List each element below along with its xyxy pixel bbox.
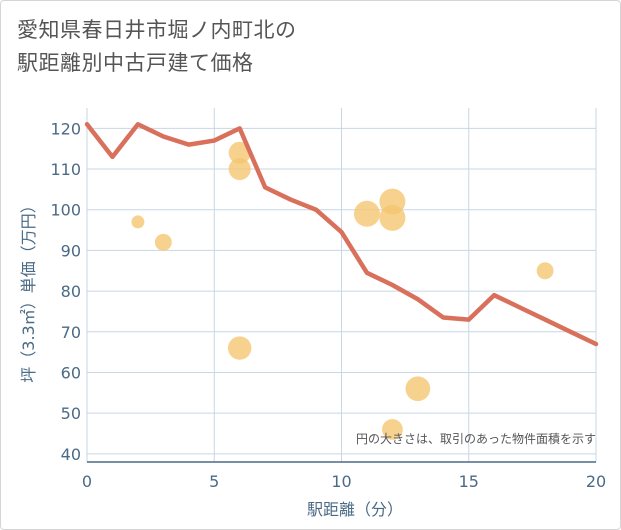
- transaction-bubble: [405, 376, 431, 402]
- transaction-bubble: [379, 204, 406, 231]
- chart-title: 愛知県春日井市堀ノ内町北の 駅距離別中古戸建て価格: [17, 14, 297, 80]
- y-tick-labels: 40 50 60 70 80 90 100 110 120: [50, 119, 81, 464]
- transaction-bubble: [382, 419, 403, 440]
- chart-title-line-1: 愛知県春日井市堀ノ内町北の: [17, 18, 297, 42]
- y-tick-label: 120: [50, 119, 81, 138]
- average-price-line: [84, 122, 599, 347]
- y-tick-label: 60: [61, 363, 81, 382]
- x-tick-labels: 0 5 10 15 20: [82, 472, 606, 491]
- y-tick-label: 80: [61, 282, 81, 301]
- chart-title-line-2: 駅距離別中古戸建て価格: [17, 51, 254, 75]
- average-price-series: [84, 122, 599, 347]
- y-tick-label: 70: [61, 323, 81, 342]
- x-tick-label: 10: [331, 472, 351, 491]
- transaction-bubble: [536, 262, 554, 280]
- transaction-bubble: [353, 200, 380, 227]
- y-axis-label: 坪（3.3㎡）単価（万円）: [19, 197, 38, 382]
- transaction-bubble: [154, 233, 172, 251]
- grid-lines: [86, 108, 597, 462]
- x-tick-label: 20: [586, 472, 606, 491]
- y-tick-label: 110: [50, 160, 81, 179]
- transaction-bubble: [228, 336, 252, 360]
- x-tick-label: 15: [459, 472, 479, 491]
- y-tick-label: 50: [61, 404, 81, 423]
- transaction-bubble: [228, 157, 251, 181]
- y-tick-label: 90: [61, 241, 81, 260]
- x-tick-label: 0: [82, 472, 92, 491]
- transaction-bubbles: [131, 141, 554, 440]
- transaction-bubble: [131, 215, 145, 229]
- bubble-size-note: 円の大きさは、取引のあった物件面積を示す: [356, 431, 596, 446]
- y-tick-label: 100: [50, 201, 81, 220]
- transaction-bubble: [228, 141, 251, 164]
- x-axis-label: 駅距離（分）: [307, 500, 403, 519]
- y-tick-label: 40: [61, 445, 81, 464]
- x-tick-label: 5: [209, 472, 219, 491]
